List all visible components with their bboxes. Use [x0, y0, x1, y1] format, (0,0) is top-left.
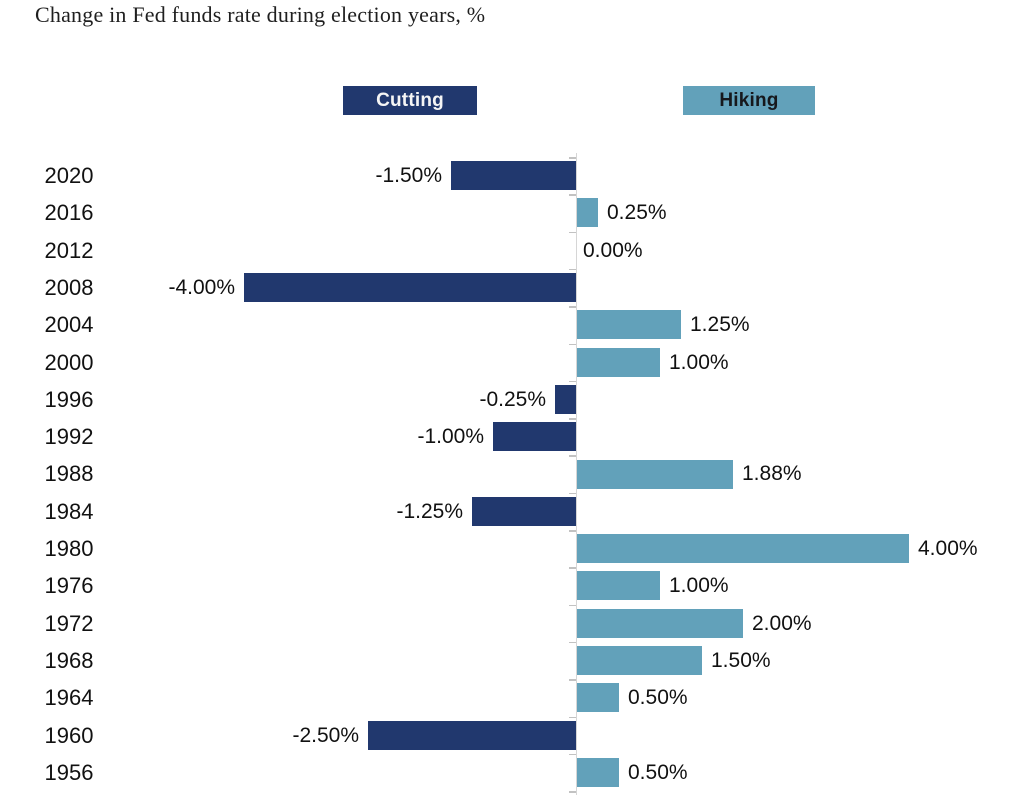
axis-tick: [569, 231, 576, 234]
value-label: -4.00%: [168, 275, 235, 299]
axis-tick: [569, 455, 576, 457]
axis-tick: [569, 567, 576, 569]
legend-cutting-label: Cutting: [376, 89, 444, 111]
value-label: 4.00%: [918, 537, 978, 560]
value-label: -1.50%: [375, 164, 442, 187]
value-label: -0.25%: [479, 387, 546, 411]
value-label: -1.00%: [417, 425, 484, 449]
bar-hiking: [577, 534, 909, 564]
chart-row: 1964 0.50%: [0, 679, 1024, 716]
year-label: 1968: [44, 647, 94, 673]
chart-row: 1968 1.50%: [0, 642, 1024, 679]
value-label: -1.25%: [396, 499, 463, 523]
year-label: 2020: [44, 163, 94, 188]
year-label: 1956: [44, 759, 94, 785]
bar-hiking: [577, 459, 733, 489]
axis-tick: [569, 716, 576, 718]
chart-row: 1980 4.00%: [0, 530, 1024, 567]
value-label: -2.50%: [292, 723, 359, 747]
axis-tick: [569, 157, 576, 159]
value-label: 1.50%: [711, 648, 771, 672]
year-label: 2016: [44, 200, 94, 226]
axis-tick: [569, 530, 576, 532]
legend-hiking-swatch: Hiking: [683, 86, 815, 115]
axis-tick: [569, 380, 576, 383]
value-label: 0.25%: [607, 201, 667, 225]
year-label: 1992: [44, 424, 94, 450]
bar-hiking: [577, 683, 619, 713]
year-label: 1980: [44, 536, 94, 561]
axis-tick: [569, 194, 576, 196]
year-label: 2012: [44, 237, 94, 263]
bar-hiking: [577, 347, 660, 377]
bar-cutting: [368, 720, 576, 750]
chart-row: 2008 -4.00%: [0, 269, 1024, 306]
year-label: 1976: [44, 573, 94, 599]
year-label: 1984: [44, 498, 94, 524]
year-label: 1960: [44, 722, 94, 748]
value-label: 1.00%: [669, 350, 729, 374]
chart-row: 1956 0.50%: [0, 754, 1024, 791]
year-label: 1972: [44, 610, 94, 636]
value-label: 1.00%: [669, 574, 729, 598]
legend-cutting-swatch: Cutting: [343, 86, 477, 115]
value-label: 1.25%: [690, 313, 750, 337]
year-label: 1988: [44, 461, 94, 487]
chart-row: 1992 -1.00%: [0, 418, 1024, 455]
chart-row: 1972 2.00%: [0, 605, 1024, 642]
axis-tick: [569, 306, 576, 308]
bar-hiking: [577, 646, 702, 676]
chart-row: 1960 -2.50%: [0, 717, 1024, 754]
value-label: 2.00%: [752, 611, 812, 635]
chart-row: 1996 -0.25%: [0, 381, 1024, 418]
axis-tick: [569, 492, 576, 495]
bar-hiking: [577, 310, 681, 340]
bar-cutting: [451, 161, 576, 191]
chart-row: 2012 0.00%: [0, 232, 1024, 269]
axis-tick: [569, 418, 576, 420]
year-label: 2004: [44, 312, 94, 338]
value-label: 0.00%: [583, 238, 643, 262]
axis-line: [576, 153, 577, 796]
axis-tick: [569, 791, 576, 793]
axis-tick: [569, 679, 576, 681]
bar-hiking: [577, 571, 660, 601]
axis-tick: [569, 604, 576, 607]
bar-hiking: [577, 757, 619, 787]
chart-title: Change in Fed funds rate during election…: [35, 2, 486, 27]
axis-tick: [569, 641, 576, 644]
bar-cutting: [493, 422, 576, 452]
chart-row: 1976 1.00%: [0, 567, 1024, 604]
year-label: 2000: [44, 349, 94, 375]
value-label: 1.88%: [742, 462, 802, 486]
bar-cutting: [244, 273, 576, 303]
chart-row: 1988 1.88%: [0, 455, 1024, 492]
bar-cutting: [555, 384, 576, 414]
axis-tick: [569, 268, 576, 271]
year-label: 1996: [44, 386, 94, 412]
chart-row: 2016 0.25%: [0, 194, 1024, 231]
bar-hiking: [577, 198, 598, 228]
chart-row: 2004 1.25%: [0, 306, 1024, 343]
value-label: 0.50%: [628, 760, 688, 784]
bar-cutting: [472, 496, 576, 526]
year-label: 1964: [44, 685, 94, 711]
bar-hiking: [577, 608, 743, 638]
year-label: 2008: [44, 274, 94, 300]
legend-hiking-label: Hiking: [719, 89, 779, 111]
value-label: 0.50%: [628, 686, 688, 710]
chart-row: 2020 -1.50%: [0, 157, 1024, 194]
chart-row: 1984 -1.25%: [0, 493, 1024, 530]
axis-tick: [569, 753, 576, 756]
chart-row: 2000 1.00%: [0, 344, 1024, 381]
axis-tick: [569, 343, 576, 345]
